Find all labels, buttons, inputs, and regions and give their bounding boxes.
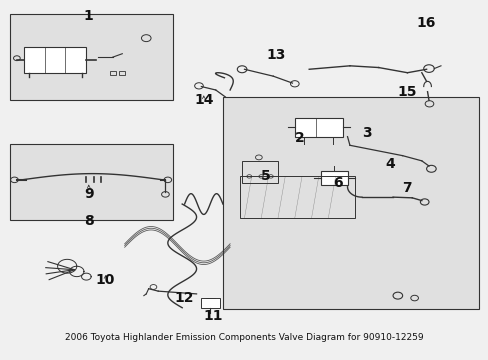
Text: 13: 13: [265, 49, 285, 62]
Text: 3: 3: [361, 126, 371, 140]
Bar: [242, 161, 278, 183]
Text: 8: 8: [84, 214, 93, 228]
Bar: [119, 71, 125, 75]
Text: 11: 11: [203, 309, 223, 323]
Text: 2: 2: [294, 131, 304, 145]
Text: 15: 15: [397, 85, 416, 99]
Text: 5: 5: [261, 170, 270, 183]
Bar: [239, 176, 354, 218]
Bar: [24, 47, 86, 73]
Text: 6: 6: [332, 176, 342, 190]
Bar: [294, 118, 342, 137]
Text: 16: 16: [416, 15, 435, 30]
Text: 7: 7: [402, 181, 411, 195]
Bar: [321, 171, 347, 185]
Text: 14: 14: [194, 93, 213, 107]
Text: 10: 10: [96, 273, 115, 287]
Text: 1: 1: [84, 9, 93, 23]
Text: 4: 4: [385, 157, 395, 171]
Bar: [10, 144, 172, 220]
Text: 12: 12: [175, 291, 194, 305]
Text: 9: 9: [84, 187, 93, 201]
Bar: [10, 14, 172, 100]
Bar: [110, 71, 115, 75]
Text: 2006 Toyota Highlander Emission Components Valve Diagram for 90910-12259: 2006 Toyota Highlander Emission Componen…: [65, 333, 423, 342]
Bar: [201, 298, 219, 308]
Bar: [223, 97, 478, 310]
